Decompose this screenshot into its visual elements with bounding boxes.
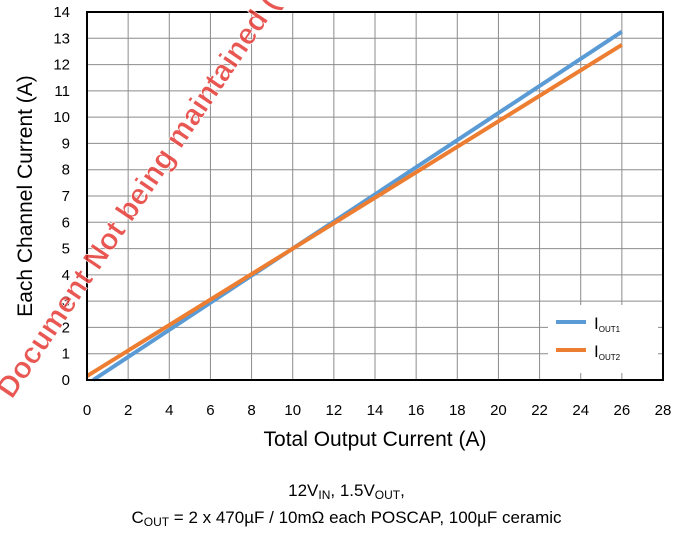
x-tick-label: 12 [326,402,343,419]
y-tick-label: 2 [62,319,70,336]
x-tick-label: 16 [408,402,425,419]
x-tick-label: 8 [247,402,255,419]
legend-background [548,305,658,373]
x-tick-labels: 0 2 4 6 8 10 12 14 16 18 20 22 24 26 28 [83,402,672,419]
series-lines [85,30,623,382]
x-tick-label: 20 [490,402,507,419]
x-tick-label: 4 [165,402,173,419]
y-tick-label: 1 [62,346,70,363]
y-tick-label: 10 [53,109,70,126]
y-tick-label: 8 [62,162,70,179]
chart: 0 2 4 6 8 10 12 14 16 18 20 22 24 26 28 01234567891011… [0,0,672,451]
y-tick-label: 13 [53,30,70,47]
caption-conditions: 12VIN, 1.5VOUT, [288,481,405,502]
x-axis-title: Total Output Current (A) [264,428,487,451]
x-tick-label: 22 [531,402,548,419]
x-tick-label: 6 [206,402,214,419]
x-tick-label: 18 [449,402,466,419]
x-tick-label: 24 [572,402,589,419]
legend-label: IOUT2 [594,342,621,362]
plot-frame [86,11,664,381]
y-tick-label: 12 [53,57,70,74]
y-tick-label: 3 [62,293,70,310]
y-tick-label: 0 [62,372,70,389]
series-line-out2 [85,43,623,378]
watermark-stamp: Document Not being maintained (OBS) [0,0,327,404]
legend: IOUT1 IOUT2 [548,305,658,373]
y-tick-label: 6 [62,214,70,231]
legend-label: IOUT1 [594,314,621,334]
caption-components: COUT = 2 x 470µF / 10mΩ each POSCAP, 100… [131,508,562,529]
x-tick-label: 26 [614,402,631,419]
x-tick-label: 28 [655,402,672,419]
y-tick-label: 5 [62,241,70,258]
y-tick-label: 7 [62,188,70,205]
y-tick-label: 4 [62,267,70,284]
x-tick-label: 14 [367,402,384,419]
x-tick-label: 0 [83,402,91,419]
y-tick-label: 11 [54,83,70,100]
y-axis-title: Each Channel Current (A) [14,75,37,317]
y-tick-label: 14 [53,4,70,21]
x-tick-label: 2 [124,402,132,419]
x-tick-label: 10 [284,402,301,419]
y-tick-label: 9 [62,135,70,152]
series-line-out1 [92,30,623,382]
